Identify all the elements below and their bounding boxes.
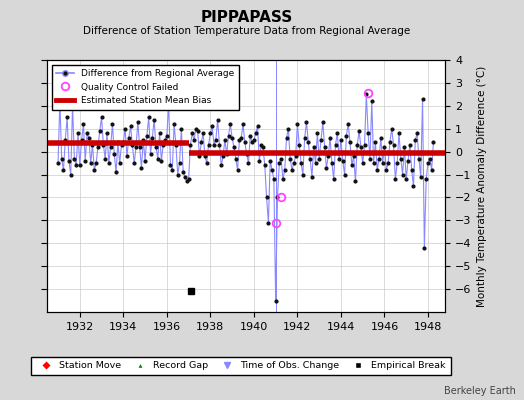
Text: Difference of Station Temperature Data from Regional Average: Difference of Station Temperature Data f…: [83, 26, 410, 36]
Text: Berkeley Earth: Berkeley Earth: [444, 386, 516, 396]
Y-axis label: Monthly Temperature Anomaly Difference (°C): Monthly Temperature Anomaly Difference (…: [477, 65, 487, 307]
Legend: Station Move, Record Gap, Time of Obs. Change, Empirical Break: Station Move, Record Gap, Time of Obs. C…: [31, 357, 451, 375]
Legend: Difference from Regional Average, Quality Control Failed, Estimated Station Mean: Difference from Regional Average, Qualit…: [52, 64, 239, 110]
Text: PIPPAPASS: PIPPAPASS: [200, 10, 292, 25]
